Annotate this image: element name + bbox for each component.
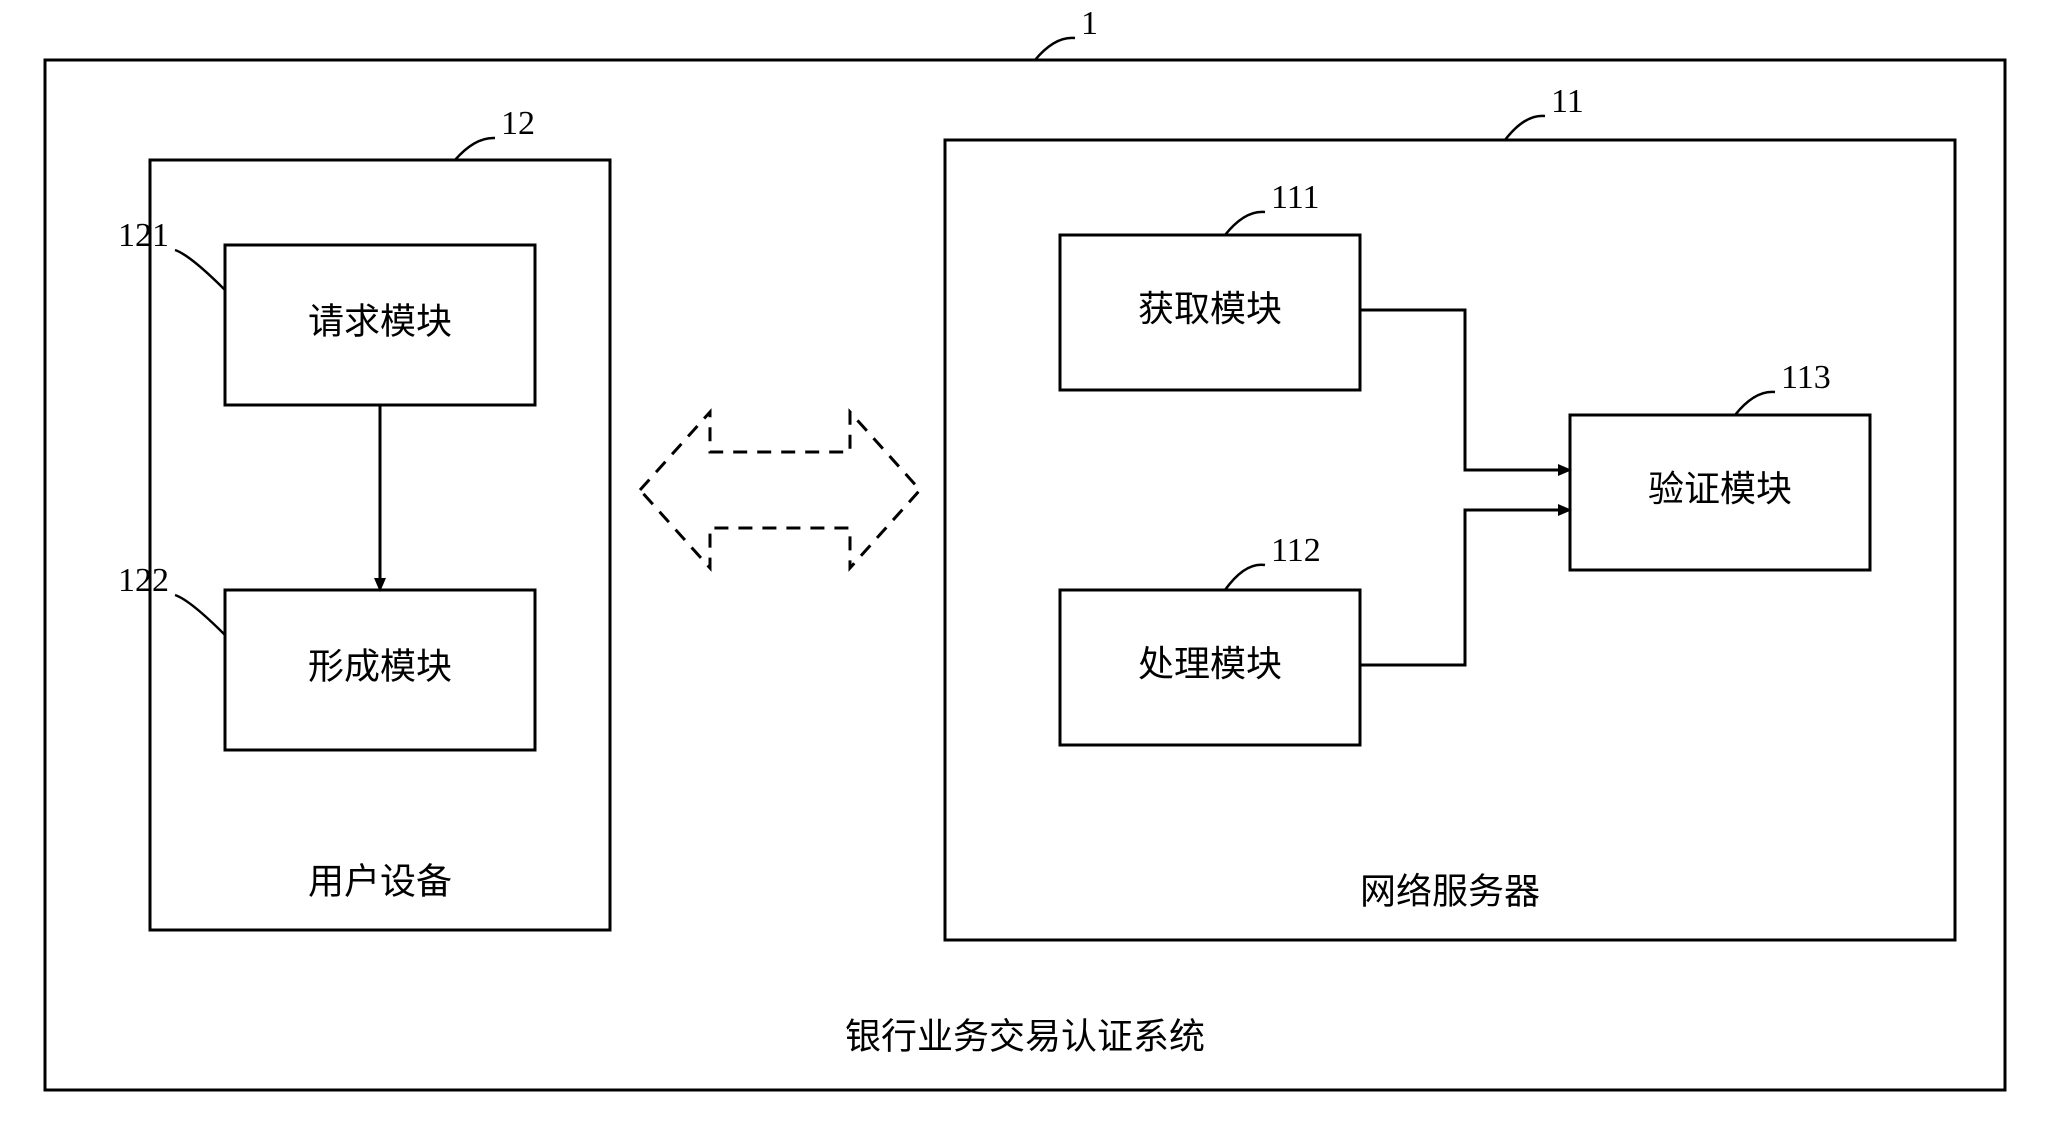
leader-11 bbox=[1505, 116, 1545, 140]
arrow-112-to-113 bbox=[1360, 510, 1570, 665]
id-label-121: 121 bbox=[118, 217, 169, 254]
system-title: 银行业务交易认证系统 bbox=[845, 1016, 1205, 1056]
id-label-112: 112 bbox=[1271, 532, 1321, 569]
module-121: 请求模块 bbox=[225, 245, 535, 405]
id-label-122: 122 bbox=[118, 562, 169, 599]
leader-121 bbox=[175, 250, 225, 290]
module-label-111: 获取模块 bbox=[1138, 289, 1282, 329]
leader-12 bbox=[455, 138, 495, 160]
arrow-111-to-113 bbox=[1360, 310, 1570, 470]
module-label-113: 验证模块 bbox=[1648, 469, 1792, 509]
module-112: 处理模块 bbox=[1060, 590, 1360, 745]
module-label-112: 处理模块 bbox=[1138, 644, 1282, 684]
module-122: 形成模块 bbox=[225, 590, 535, 750]
module-label-121: 请求模块 bbox=[308, 301, 452, 341]
system-box bbox=[45, 60, 2005, 1090]
leader-122 bbox=[175, 595, 225, 635]
module-label-122: 形成模块 bbox=[308, 646, 452, 686]
network-server-box bbox=[945, 140, 1955, 940]
module-111: 获取模块 bbox=[1060, 235, 1360, 390]
leader-111 bbox=[1225, 212, 1265, 235]
module-113: 验证模块 bbox=[1570, 415, 1870, 570]
leader-112 bbox=[1225, 565, 1265, 590]
id-label-12: 12 bbox=[501, 105, 535, 142]
id-label-1: 1 bbox=[1081, 5, 1098, 42]
id-label-111: 111 bbox=[1271, 179, 1319, 216]
user-device-title: 用户设备 bbox=[308, 861, 452, 901]
bidirectional-arrow bbox=[640, 412, 920, 568]
arrows-group bbox=[380, 310, 1570, 665]
leader-1 bbox=[1035, 38, 1075, 60]
leader-113 bbox=[1735, 392, 1775, 415]
id-label-11: 11 bbox=[1551, 83, 1584, 120]
id-label-113: 113 bbox=[1781, 359, 1831, 396]
diagram-canvas: 银行业务交易认证系统 用户设备 网络服务器 请求模块形成模块 获取模块处理模块 验… bbox=[0, 0, 2047, 1124]
network-server-title: 网络服务器 bbox=[1360, 871, 1540, 911]
